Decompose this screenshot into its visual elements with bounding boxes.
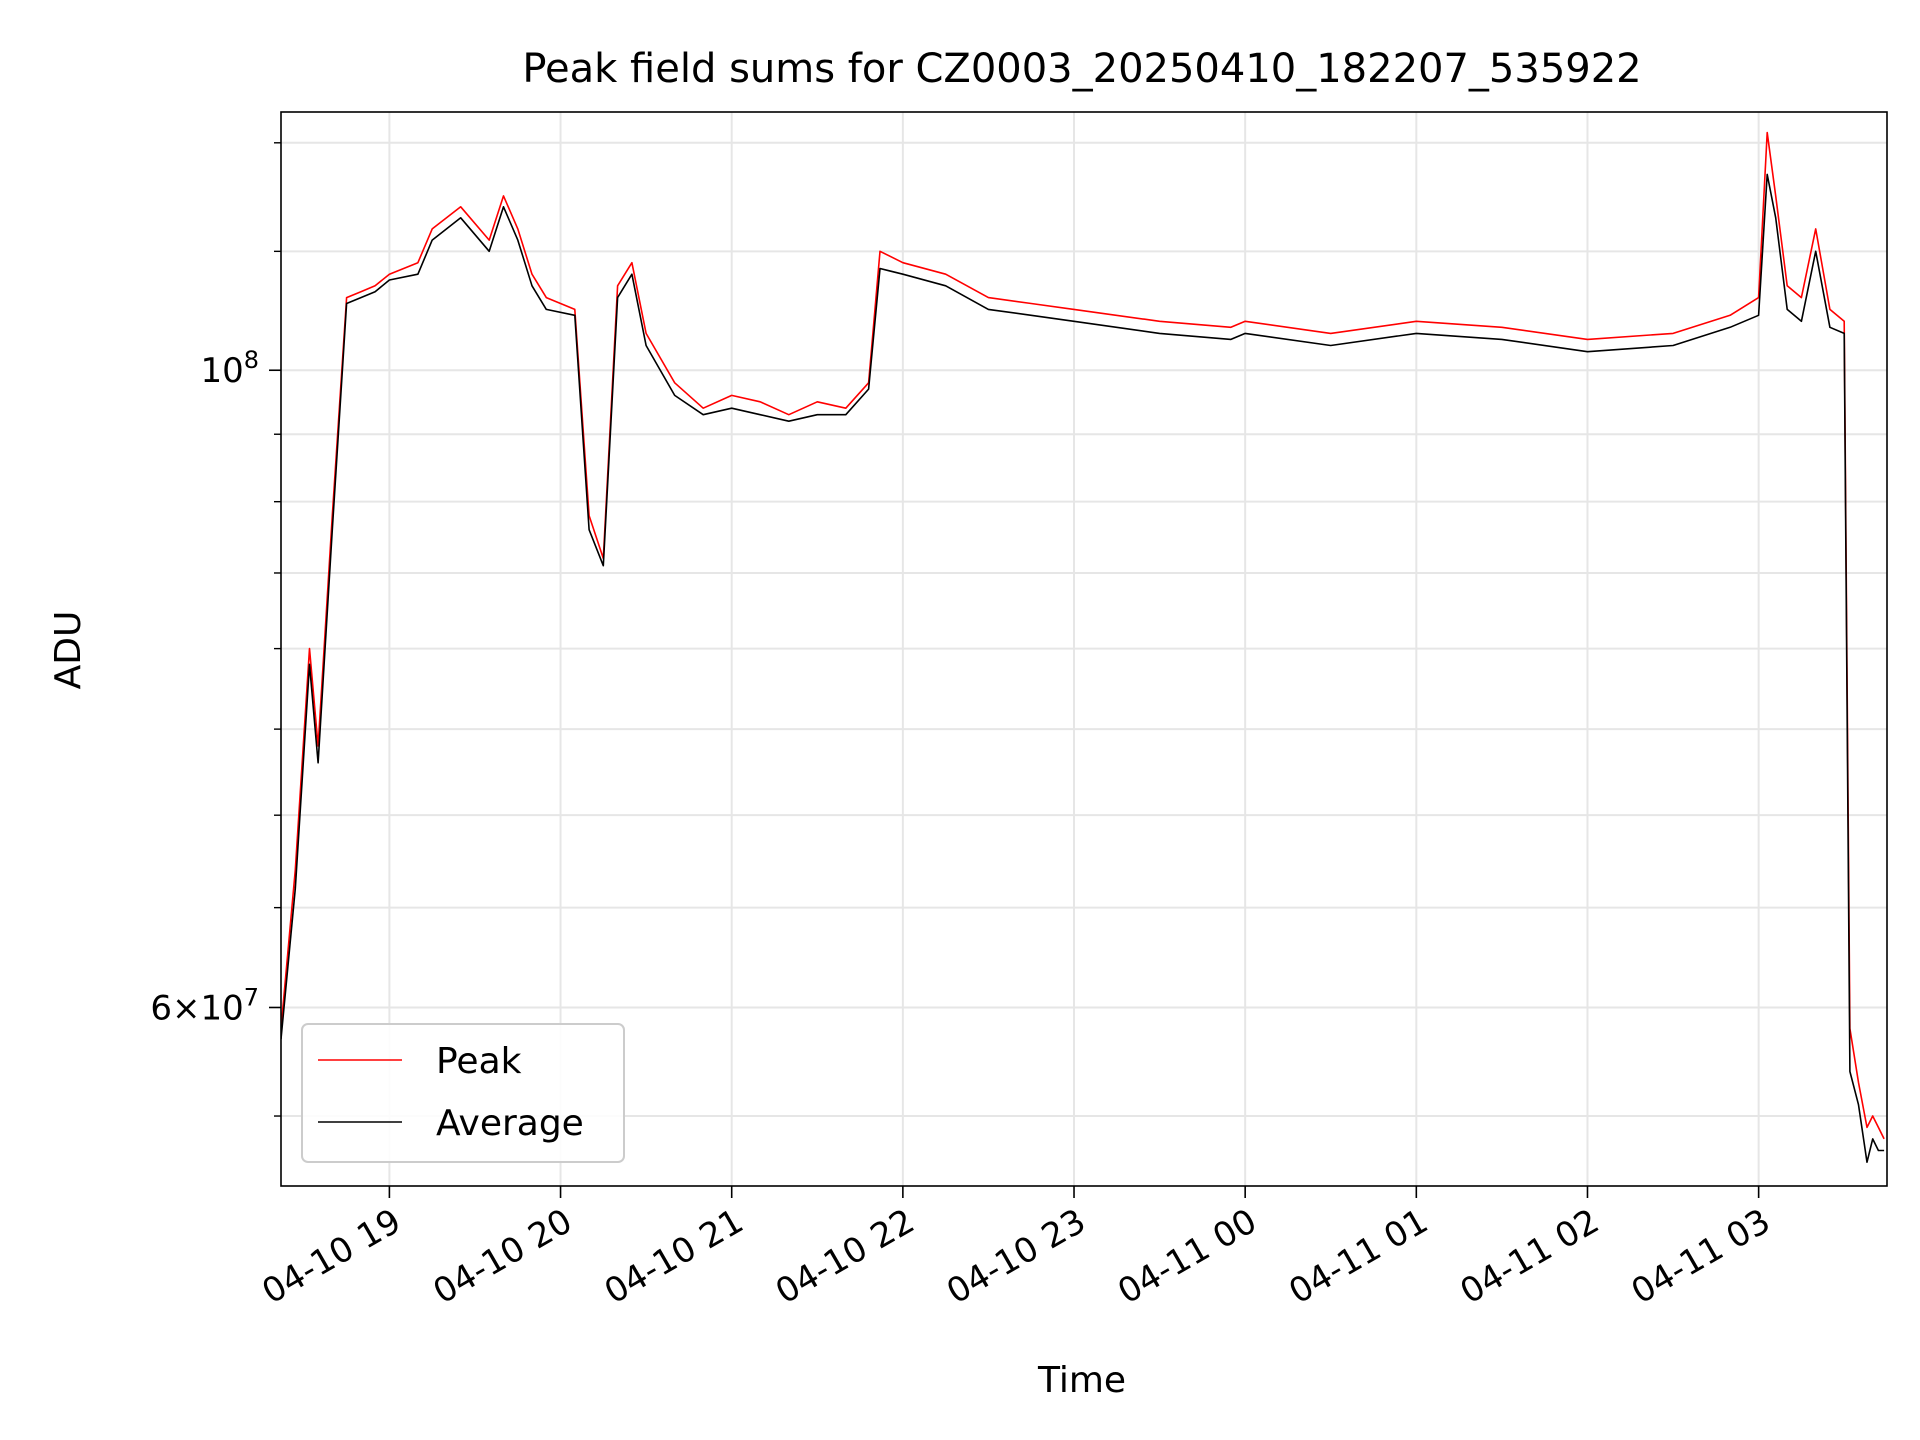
legend-label-average: Average [436,1103,584,1144]
legend-label-peak: Peak [436,1041,522,1082]
x-axis-label: Time [1037,1360,1126,1401]
series-line-peak [281,131,1885,1140]
grid [281,112,1887,1186]
series-line-average [281,173,1885,1163]
y-tick-label: 6×107 [150,983,259,1028]
legend-box [301,1023,625,1163]
y-tick-label: 108 [200,346,259,391]
series-group [281,131,1885,1163]
legend: Peak Average [301,1023,625,1163]
y-axis: 108 6×107 [150,142,281,1117]
y-axis-label: ADU [48,611,89,690]
chart-title: Peak field sums for CZ0003_20250410_1822… [522,46,1641,92]
